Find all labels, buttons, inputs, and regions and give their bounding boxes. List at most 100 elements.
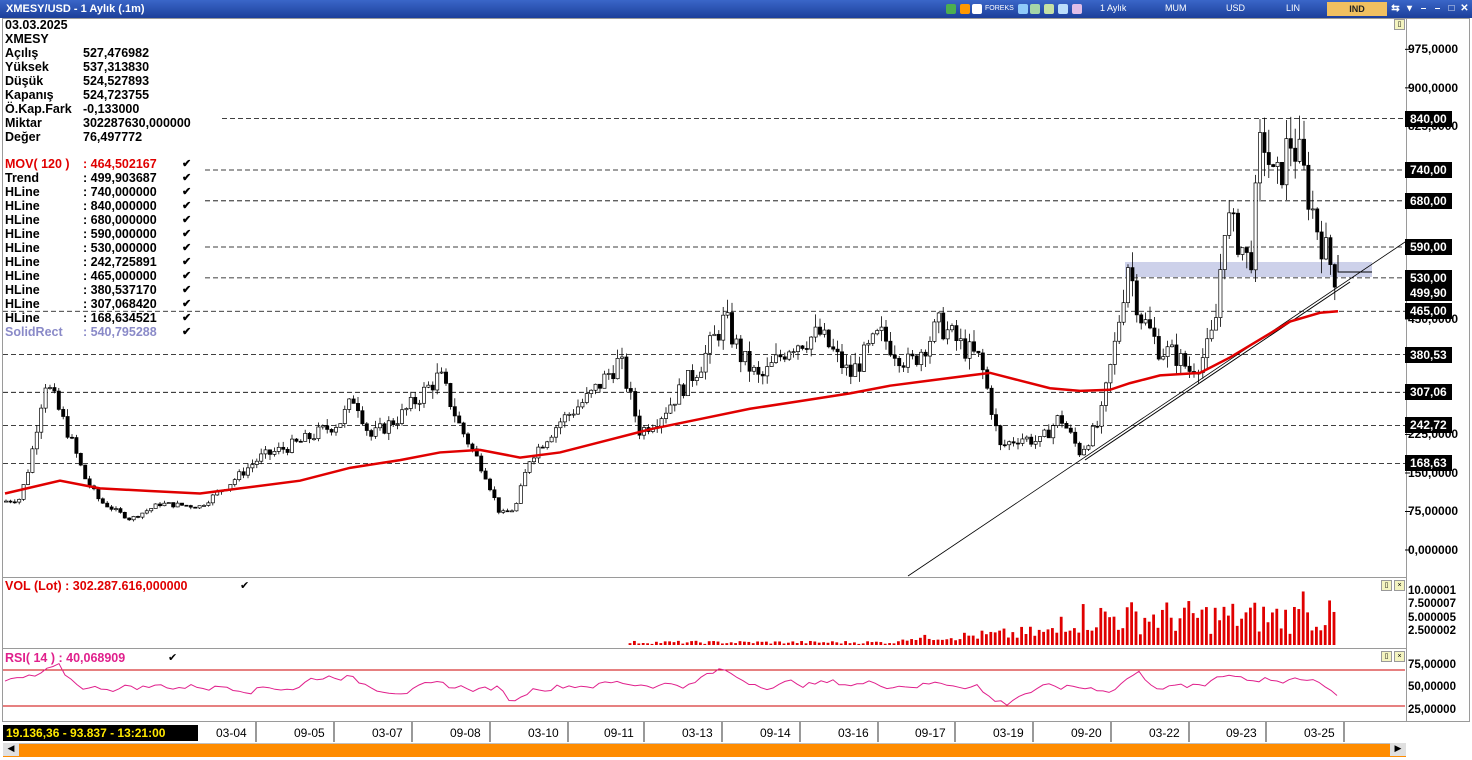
indicator-row[interactable]: HLine: 242,725891 ✔ [5, 255, 191, 269]
minimize-icon[interactable]: – [1420, 3, 1427, 14]
volume-bar [637, 643, 641, 645]
candle-body [488, 478, 492, 491]
check-icon[interactable]: ✔ [182, 312, 192, 324]
candle-body [606, 373, 611, 375]
volume-bar [1235, 625, 1239, 645]
candle-body [70, 436, 74, 439]
compare-icon[interactable] [1072, 4, 1082, 14]
minimize2-icon[interactable]: – [1434, 3, 1441, 14]
candle-body [1214, 317, 1218, 331]
indicator-row[interactable]: HLine: 590,000000 ✔ [5, 227, 191, 241]
candle-body [870, 333, 875, 344]
check-icon[interactable]: ✔ [182, 228, 192, 240]
scroll-left-icon[interactable]: ◀ [3, 743, 19, 756]
volume-bar [1112, 616, 1116, 645]
indicator-row[interactable]: HLine: 530,000000 ✔ [5, 241, 191, 255]
candle-body [1007, 441, 1012, 446]
rsi-options-icon[interactable]: ▯ [1381, 651, 1392, 662]
volume-bar [1328, 600, 1331, 645]
scroll-icon[interactable]: ▾ [1406, 3, 1413, 14]
close-icon[interactable]: ✕ [1460, 3, 1469, 14]
check-icon[interactable]: ✔ [182, 158, 192, 170]
vol-options-icon[interactable]: ▯ [1381, 580, 1392, 591]
volume-check-icon[interactable]: ✔ [240, 580, 250, 592]
print-icon[interactable] [960, 4, 970, 14]
check-icon[interactable]: ✔ [182, 270, 192, 282]
check-icon[interactable]: ✔ [182, 298, 192, 310]
volume-bar [1205, 607, 1208, 645]
volume-bar [734, 643, 737, 645]
rsi-close-icon[interactable]: × [1394, 651, 1405, 662]
volume-bar [1319, 630, 1323, 645]
candle-body [250, 464, 255, 469]
volume-bar [1191, 613, 1195, 645]
candle-body [12, 501, 17, 504]
zoom-icon[interactable] [1030, 4, 1040, 14]
volume-bar [971, 635, 975, 645]
period-button[interactable]: 1 Aylık [1100, 3, 1127, 13]
candle-body [1020, 438, 1025, 444]
indicator-row[interactable]: MOV( 120 ): 464,502167 ✔ [5, 157, 191, 171]
candle-body [853, 363, 858, 377]
candle-body [593, 383, 598, 391]
candle-body [694, 377, 699, 381]
date-tick-label: 09-17 [915, 726, 946, 740]
maximize-icon[interactable]: □ [1448, 3, 1455, 14]
grid-icon[interactable] [1018, 4, 1028, 14]
check-icon[interactable]: ✔ [182, 256, 192, 268]
candle-body [1315, 208, 1320, 233]
candle-body [259, 453, 264, 462]
draw-icon[interactable] [1044, 4, 1054, 14]
panel-options-icon[interactable]: ▯ [1394, 19, 1405, 30]
volume-bar [1108, 617, 1111, 645]
rsi-check-icon[interactable]: ✔ [168, 652, 178, 664]
check-icon[interactable]: ✔ [182, 186, 192, 198]
date-tick-label: 03-13 [682, 726, 713, 740]
check-icon[interactable]: ✔ [182, 242, 192, 254]
check-icon[interactable]: ✔ [182, 172, 192, 184]
settings-icon[interactable] [1058, 4, 1068, 14]
candle-body [686, 370, 690, 397]
check-icon[interactable]: ✔ [182, 200, 192, 212]
chart-type-button[interactable]: MUM [1165, 3, 1187, 13]
indicator-row[interactable]: HLine: 380,537170 ✔ [5, 283, 191, 297]
indicator-row[interactable]: HLine: 840,000000 ✔ [5, 199, 191, 213]
horizontal-scrollbar[interactable] [3, 743, 1406, 757]
candle-body [536, 446, 541, 459]
scroll-right-icon[interactable]: ▶ [1390, 743, 1406, 756]
vol-close-icon[interactable]: × [1394, 580, 1405, 591]
date-tick-label: 09-14 [760, 726, 791, 740]
info-label: Kapanış [5, 88, 54, 102]
candle-body [580, 402, 585, 408]
hline-badge: 242,72 [1405, 417, 1452, 434]
volume-bar [1020, 626, 1023, 645]
indicator-row[interactable]: Trend: 499,903687 ✔ [5, 171, 191, 185]
indicator-row[interactable]: HLine: 307,068420 ✔ [5, 297, 191, 311]
indicator-row[interactable]: SolidRect: 540,795288 ✔ [5, 325, 191, 339]
check-icon[interactable]: ✔ [182, 214, 192, 226]
restore-icon[interactable]: ⇆ [1391, 3, 1400, 14]
candle-body [963, 338, 968, 359]
currency-button[interactable]: USD [1226, 3, 1246, 13]
indicator-button[interactable]: IND [1327, 2, 1387, 16]
candle-body [246, 467, 250, 476]
candle-body [919, 351, 924, 365]
export-icon[interactable] [972, 4, 982, 14]
date-tick-label: 03-04 [216, 726, 247, 740]
volume-bar [712, 641, 715, 645]
check-icon[interactable]: ✔ [182, 284, 192, 296]
candle-body [518, 485, 523, 504]
check-icon[interactable]: ✔ [182, 326, 192, 338]
candle-body [972, 341, 976, 352]
rsi-panel[interactable] [2, 648, 1407, 722]
candle-body [901, 365, 906, 368]
indicator-row[interactable]: HLine: 465,000000 ✔ [5, 269, 191, 283]
indicator-row[interactable]: HLine: 740,000000 ✔ [5, 185, 191, 199]
candle-body [1016, 442, 1020, 445]
candle-body [510, 510, 514, 513]
scale-button[interactable]: LIN [1286, 3, 1301, 13]
chart-icon[interactable] [946, 4, 956, 14]
indicator-row[interactable]: HLine: 680,000000 ✔ [5, 213, 191, 227]
indicator-row[interactable]: HLine: 168,634521 ✔ [5, 311, 191, 325]
